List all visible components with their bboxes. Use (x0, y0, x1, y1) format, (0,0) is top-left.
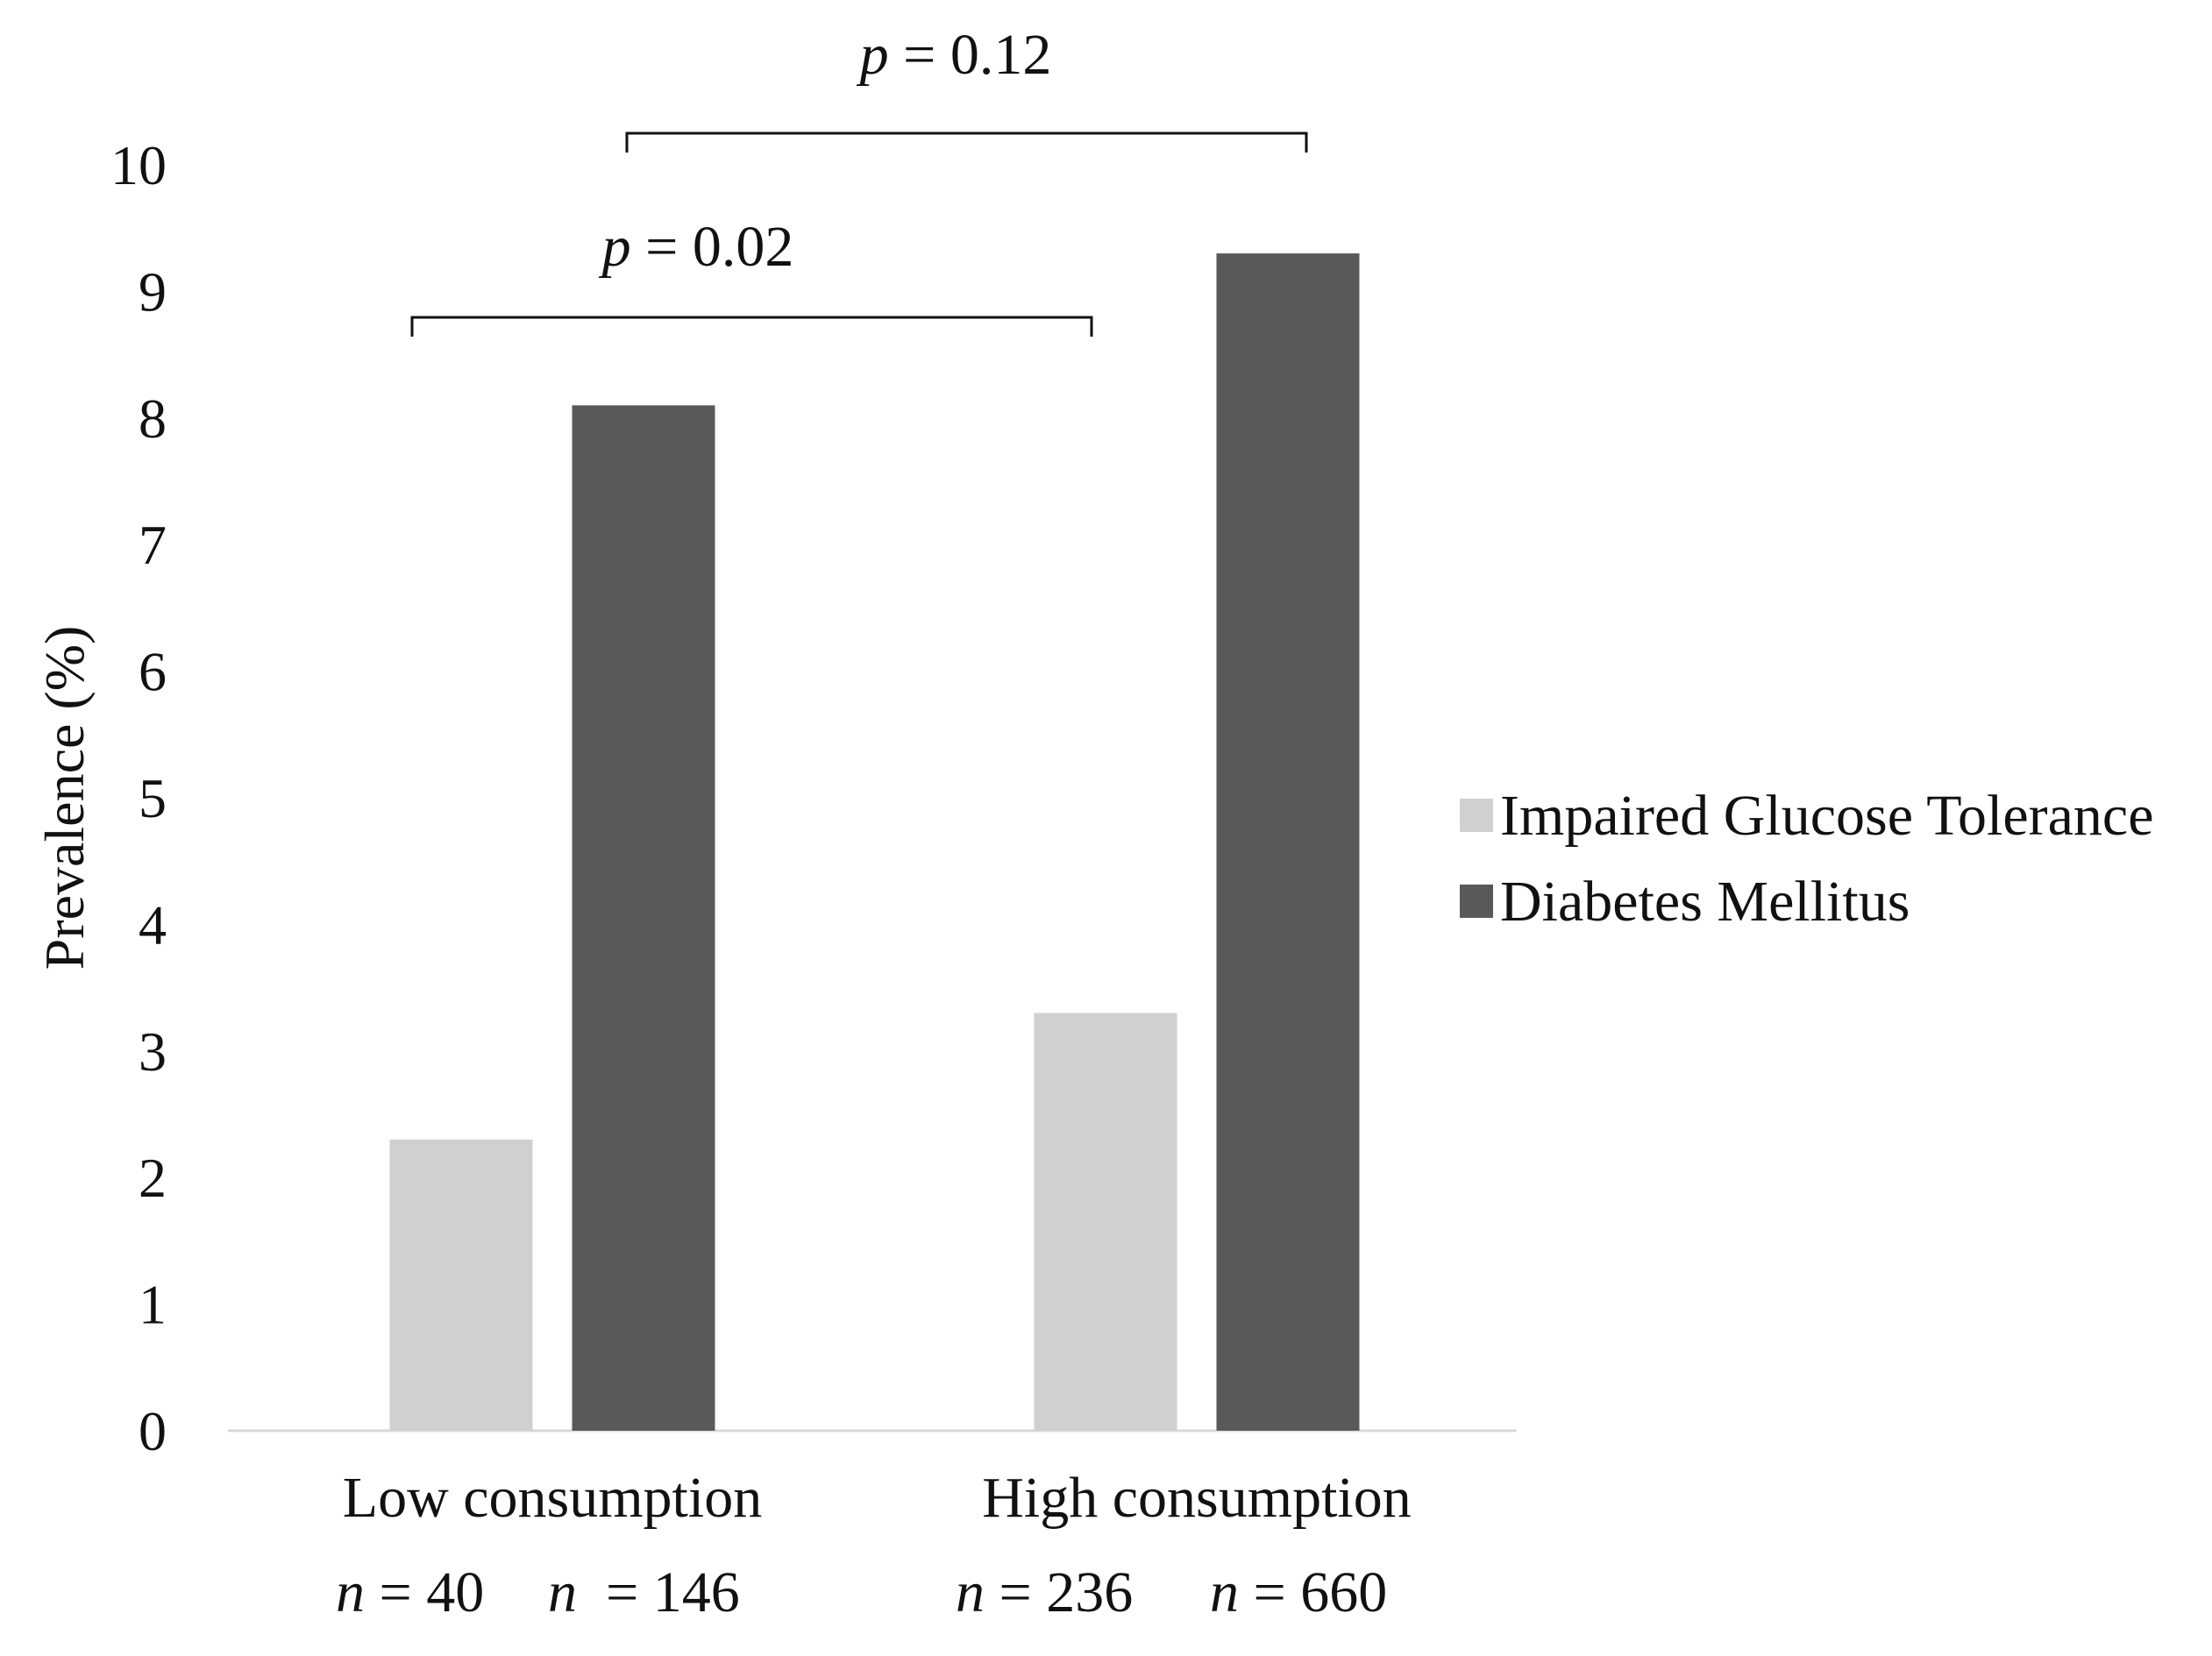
significance-brackets (410, 131, 1308, 337)
category-label-low: Low consumption (343, 1466, 762, 1530)
y-axis-title: Prevalence (%) (33, 626, 96, 970)
n-value: = 40 (365, 1560, 484, 1624)
p-value-label: p = 0.02 (599, 215, 794, 279)
legend-label-impaired-glucose-tolerance: Impaired Glucose Tolerance (1500, 784, 2154, 848)
bar-impaired-glucose-tolerance-0 (389, 1139, 533, 1431)
y-tick-label: 3 (139, 1020, 167, 1083)
y-tick-label: 6 (139, 641, 167, 703)
bar-diabetes-mellitus-0 (572, 405, 715, 1431)
n-symbol: n (1210, 1560, 1239, 1624)
y-tick-label: 10 (110, 134, 167, 196)
category-label-high: High consumption (982, 1466, 1412, 1530)
p-symbol: p (857, 23, 889, 87)
legend-swatch-impaired-glucose-tolerance (1460, 799, 1493, 832)
y-axis-ticks: 0 1 2 3 4 5 6 7 8 9 10 (110, 134, 167, 1462)
y-tick-label: 4 (139, 893, 167, 956)
n-symbol: n (956, 1560, 985, 1624)
n-symbol: n (548, 1560, 577, 1624)
sample-size-label: n = 146 (548, 1560, 740, 1624)
legend-label-diabetes-mellitus: Diabetes Mellitus (1500, 870, 1910, 934)
bar-diabetes-mellitus-1 (1216, 253, 1360, 1432)
y-tick-label: 5 (139, 767, 167, 829)
n-value: = 660 (1239, 1560, 1387, 1624)
p-value-label: p = 0.12 (857, 23, 1052, 87)
legend: Impaired Glucose Tolerance Diabetes Mell… (1460, 784, 2154, 934)
significance-bracket (625, 131, 1308, 153)
p-symbol: p (599, 215, 631, 279)
bars (389, 253, 1360, 1432)
n-value: = 146 (577, 1560, 740, 1624)
legend-swatch-diabetes-mellitus (1460, 885, 1493, 918)
y-tick-label: 8 (139, 387, 167, 450)
n-value: = 236 (985, 1560, 1133, 1624)
bar-impaired-glucose-tolerance-1 (1034, 1013, 1177, 1431)
y-tick-label: 9 (139, 260, 167, 323)
y-tick-label: 2 (139, 1147, 167, 1209)
p-value: = 0.12 (889, 23, 1052, 87)
y-tick-label: 0 (139, 1400, 167, 1462)
y-tick-label: 7 (139, 514, 167, 576)
n-symbol: n (336, 1560, 365, 1624)
sample-size-label: n = 660 (1210, 1560, 1387, 1624)
p-value: = 0.02 (631, 215, 794, 279)
significance-bracket (410, 316, 1093, 337)
sample-size-label: n = 236 (956, 1560, 1133, 1624)
y-tick-label: 1 (139, 1274, 167, 1336)
sample-size-label: n = 40 (336, 1560, 484, 1624)
